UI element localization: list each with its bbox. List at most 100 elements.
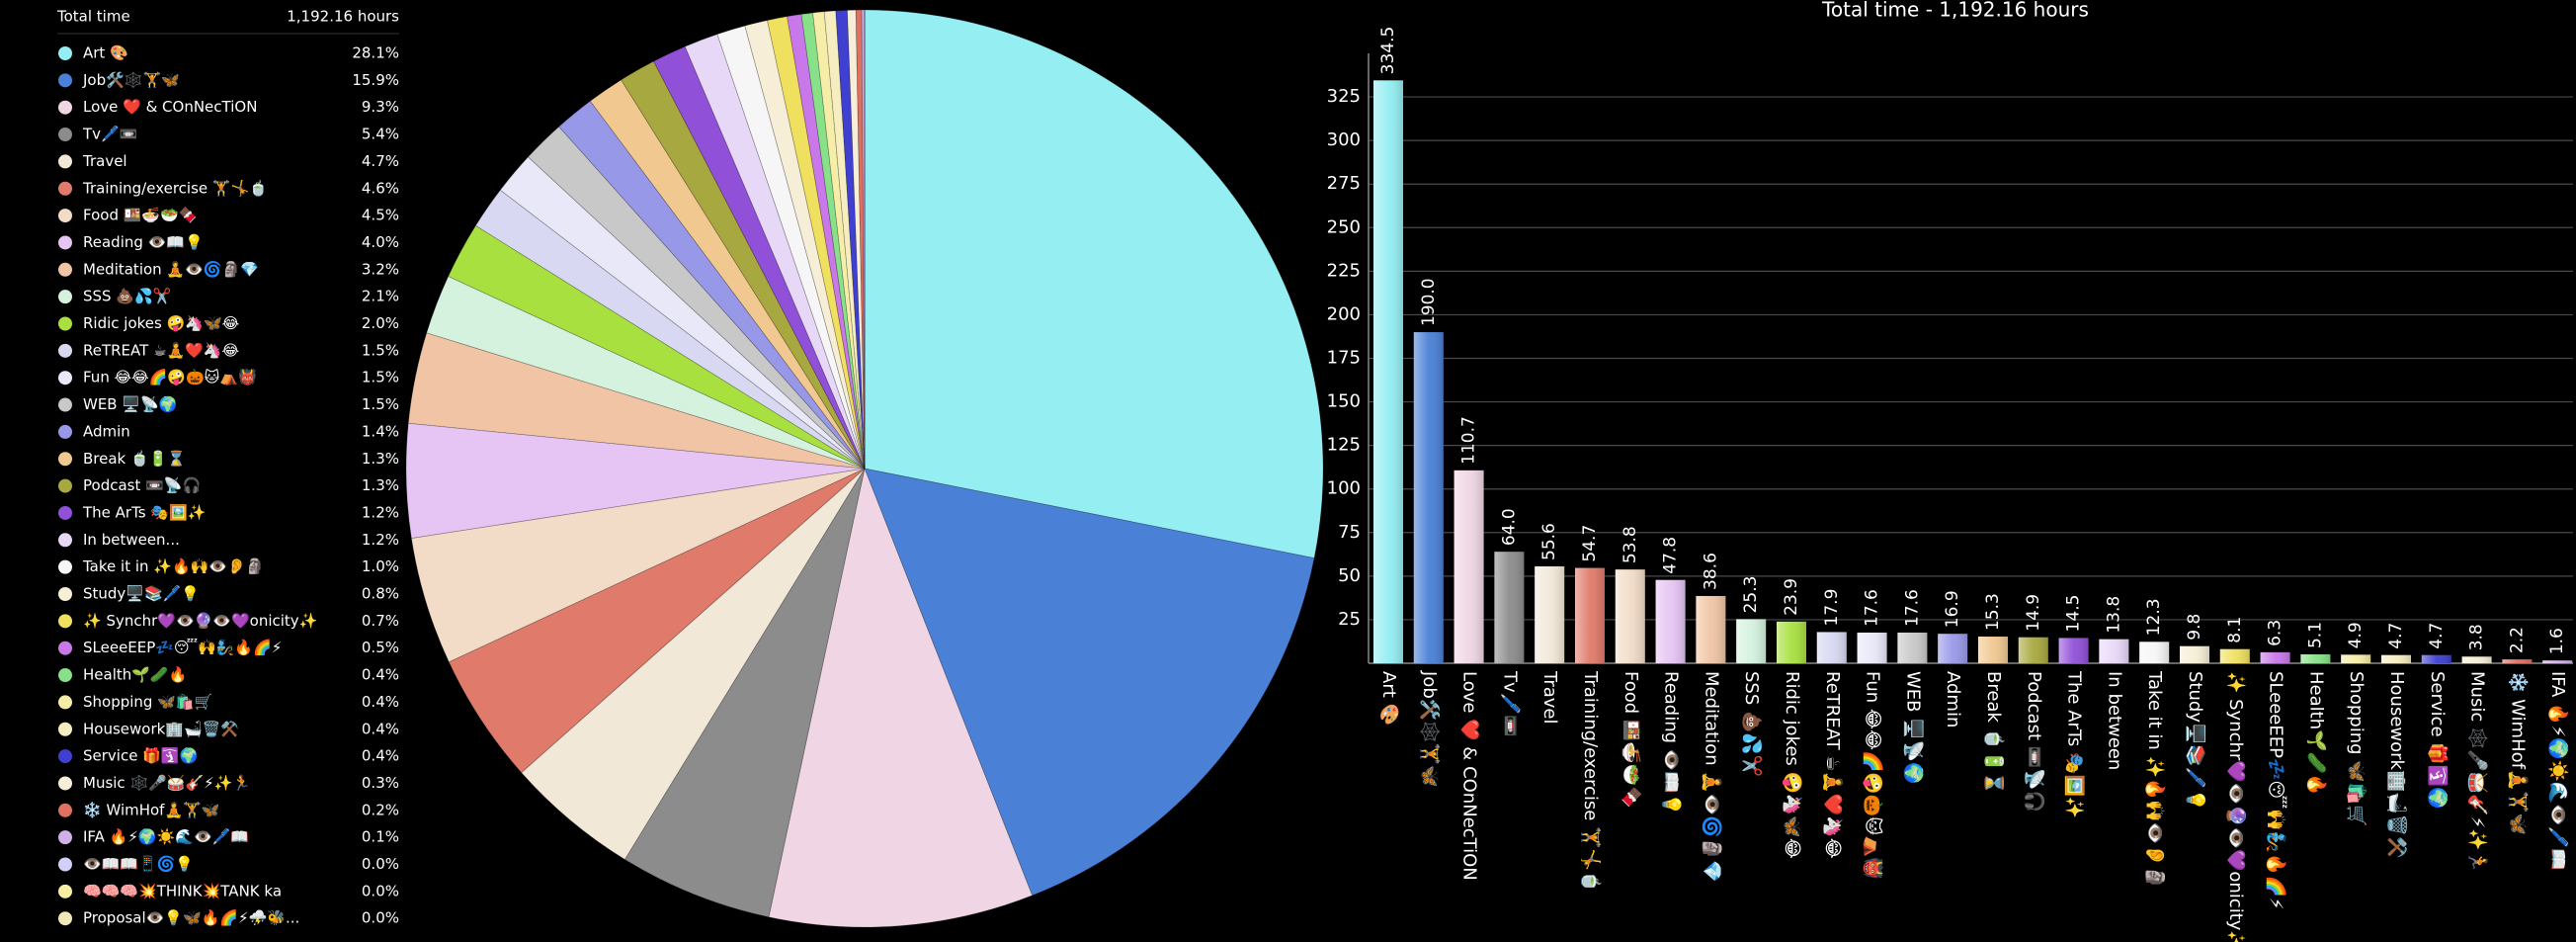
x-tick-label: Music 🕸️🎤🥁🎸⚡✨🏃 [2467,671,2489,873]
x-tick-label: Admin [1943,671,1963,728]
bar-sheen [2461,656,2492,663]
legend-percent: 15.9% [352,71,399,89]
bar-sheen [2300,654,2331,663]
bar-sheen [1897,632,1928,663]
y-tick-label: 75 [1338,522,1361,543]
pie-slice [716,25,866,470]
pie-slice [621,60,866,470]
bar-value-label: 3.8 [2467,624,2487,650]
legend-swatch [58,803,72,817]
legend-label: Music 🕸️🎤🥁🎸⚡✨🏃 [83,773,251,792]
legend-label: WEB 🖥️📡🌍 [83,394,177,413]
x-tick-label: Love ❤️ & COnNecTiON [1459,671,1480,881]
pie-slice [623,468,866,918]
legend-swatch [58,262,72,277]
legend-header-title: Total time [56,8,130,26]
bar-sheen [2180,645,2209,663]
pie-slice [787,13,866,470]
bar-value-label: 25.3 [1741,576,1761,614]
legend-label: Ridic jokes 🤪🦄🦋😂 [83,314,239,332]
legend-percent: 5.4% [362,126,399,143]
bar-value-label: 13.8 [2104,596,2123,634]
bar-value-label: 54.7 [1580,525,1600,562]
x-tick-label: Meditation 🧘👁️🌀🗿💎 [1701,671,1722,882]
legend-label: Take it in ✨🔥🙌👁️👂🗿 [82,557,264,575]
bar-value-label: 47.8 [1661,537,1681,574]
x-tick-label: Health🌱🥒🔥 [2305,671,2327,796]
bar-sheen [1816,632,1847,663]
x-tick-label: Fun 😂😂🌈🤪🎃🐱⛺👹 [1863,671,1884,880]
legend-percent: 2.1% [362,288,399,305]
y-tick-label: 200 [1327,303,1361,324]
legend-percent: 0.8% [362,585,399,603]
pie-slice [861,9,866,470]
legend-label: IFA 🔥⚡🌍☀️🌊👁️🖊️📖 [83,827,249,846]
legend-label: Training/exercise 🏋️🤸🍵 [82,178,268,197]
pie-slice [744,20,866,470]
legend-label: Service 🎁🛐🌍 [83,747,198,765]
legend-swatch [58,73,72,88]
legend-swatch [58,559,72,574]
legend-swatch [58,343,72,358]
legend-swatch [58,209,72,223]
legend-label: Reading 👁️📖💡 [83,233,204,251]
bar-value-label: 334.5 [1378,27,1398,75]
pie-slice [800,12,866,470]
legend-percent: 1.5% [362,369,399,386]
x-tick-label: Study🖥️📚🖊️💡 [2185,671,2206,812]
x-tick-label: Food 🍱🍜🥗🍫 [1620,671,1642,809]
pie-slice [684,34,866,470]
legend-percent: 4.7% [362,152,399,170]
bar-value-label: 5.1 [2305,622,2325,648]
legend-swatch [58,749,72,764]
legend-label: Admin [83,422,130,440]
bar-value-label: 53.8 [1620,526,1640,563]
bar-sheen [1938,634,1968,663]
x-tick-label: Job🛠️🕸️🏋️🦋 [1419,670,1441,787]
pie-slice [812,11,866,470]
x-tick-label: In between [2104,671,2124,770]
legend-percent: 0.1% [362,828,399,846]
bar-value-label: 4.7 [2427,623,2447,649]
bar-value-label: 6.3 [2266,620,2285,646]
legend-swatch [58,235,72,250]
pie-slice [405,422,866,539]
pie-slice [864,9,1324,559]
bar-sheen [1777,621,1806,663]
y-tick-label: 125 [1327,435,1361,456]
x-tick-label: IFA 🔥⚡🌍☀️🌊👁️🖊️📖 [2547,671,2569,871]
legend-label: SLeeeEEP💤😴🙌🧞🔥🌈⚡ [83,638,282,656]
legend-percent: 0.4% [362,693,399,711]
bar-value-label: 8.1 [2225,617,2245,643]
bar-sheen [2139,642,2170,663]
pie-slice [448,224,866,470]
bar-value-label: 14.9 [2024,594,2043,632]
x-tick-label: Travel [1539,670,1560,725]
pie-slice [426,276,866,470]
x-tick-label: Take it in ✨🔥🙌👁️👂🗿 [2144,670,2166,889]
legend-percent: 9.3% [362,98,399,116]
bar-value-label: 17.9 [1822,589,1842,627]
x-tick-label: SSS 💩💦✂️ [1741,671,1764,777]
legend-swatch [58,884,72,899]
legend-label: Art 🎨 [83,43,128,62]
bar-sheen [1494,552,1525,663]
bar-value-label: 2.2 [2507,627,2527,653]
bar-sheen [2260,651,2290,663]
legend-percent: 0.0% [362,909,399,927]
x-tick-label: Art 🎨 [1378,671,1400,726]
x-tick-label: Service 🎁🛐🌍 [2427,671,2449,809]
x-tick-label: Ridic jokes 🤪🦄🦋😂 [1782,671,1803,859]
legend-label: Housework🏢🛁🗑️⚒️ [83,720,239,737]
bar-sheen [2542,660,2573,663]
legend-percent: 0.7% [362,612,399,630]
pie-slice [768,467,1034,928]
legend-label: Love ❤️ & COnNecTiON [83,98,257,116]
pie-slice [835,9,866,470]
x-tick-label: WEB 🖥️📡🌍 [1902,671,1925,784]
legend-swatch [58,316,72,331]
bar-sheen [1615,569,1645,663]
bar-value-label: 55.6 [1539,523,1559,560]
